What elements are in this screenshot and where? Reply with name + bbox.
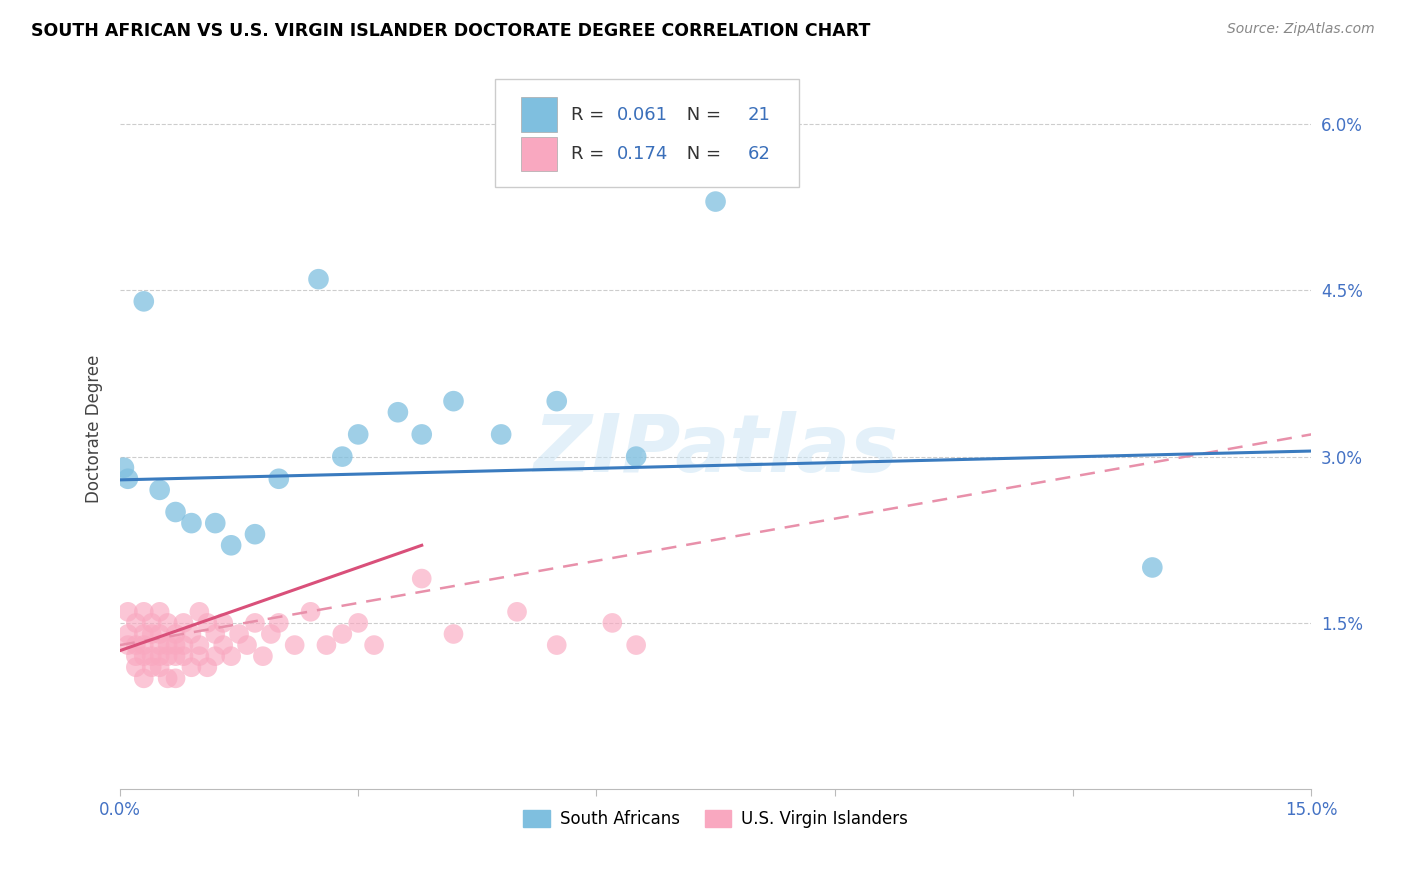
Point [125, 660, 148, 674]
Text: N =: N = [681, 145, 727, 163]
Point [204, 516, 226, 530]
Point [156, 649, 179, 664]
Point [173, 615, 195, 630]
Point [330, 627, 353, 641]
Text: 0.174: 0.174 [617, 145, 668, 163]
FancyBboxPatch shape [522, 136, 557, 171]
Point [132, 627, 155, 641]
Point [149, 660, 172, 674]
Point [195, 615, 218, 630]
Point [260, 627, 283, 641]
Text: N =: N = [681, 105, 727, 124]
Text: Source: ZipAtlas.com: Source: ZipAtlas.com [1227, 22, 1375, 37]
Point [156, 638, 179, 652]
Point [267, 615, 290, 630]
Point [132, 294, 155, 309]
Point [141, 615, 163, 630]
Point [411, 572, 433, 586]
Point [387, 405, 409, 419]
Point [443, 394, 465, 409]
Point [156, 615, 179, 630]
Point [141, 627, 163, 641]
Point [149, 605, 172, 619]
Point [299, 605, 322, 619]
Point [704, 194, 727, 209]
Text: 21: 21 [748, 105, 770, 124]
Point [173, 638, 195, 652]
Point [236, 638, 259, 652]
Point [347, 427, 370, 442]
Point [443, 627, 465, 641]
Point [132, 605, 155, 619]
Point [149, 627, 172, 641]
Point [506, 605, 529, 619]
Point [117, 605, 139, 619]
Point [602, 615, 624, 630]
Y-axis label: Doctorate Degree: Doctorate Degree [86, 355, 103, 503]
Point [117, 638, 139, 652]
Point [546, 394, 568, 409]
Text: 0.061: 0.061 [617, 105, 668, 124]
Point [149, 638, 172, 652]
Point [149, 483, 172, 497]
Point [308, 272, 330, 286]
Point [546, 638, 568, 652]
FancyBboxPatch shape [495, 79, 799, 187]
Point [125, 638, 148, 652]
Point [219, 649, 242, 664]
Point [284, 638, 307, 652]
Point [180, 627, 202, 641]
Point [117, 627, 139, 641]
Point [228, 627, 250, 641]
Point [132, 638, 155, 652]
Point [363, 638, 385, 652]
Point [125, 649, 148, 664]
Text: R =: R = [571, 105, 610, 124]
Point [165, 505, 187, 519]
Point [180, 516, 202, 530]
Point [165, 671, 187, 685]
Point [267, 472, 290, 486]
Text: 62: 62 [748, 145, 770, 163]
Point [204, 649, 226, 664]
Point [112, 460, 135, 475]
Point [132, 649, 155, 664]
Point [188, 649, 211, 664]
Text: ZIPatlas: ZIPatlas [533, 411, 898, 490]
Point [125, 615, 148, 630]
Point [165, 627, 187, 641]
Point [624, 450, 647, 464]
Point [132, 671, 155, 685]
Point [117, 472, 139, 486]
Point [149, 649, 172, 664]
Point [624, 638, 647, 652]
Point [330, 450, 353, 464]
Point [489, 427, 512, 442]
Point [347, 615, 370, 630]
Point [411, 427, 433, 442]
Point [212, 615, 235, 630]
Point [252, 649, 274, 664]
Text: R =: R = [571, 145, 610, 163]
Point [156, 671, 179, 685]
Point [243, 527, 266, 541]
Point [188, 638, 211, 652]
Point [180, 660, 202, 674]
Point [315, 638, 337, 652]
Point [141, 660, 163, 674]
Text: SOUTH AFRICAN VS U.S. VIRGIN ISLANDER DOCTORATE DEGREE CORRELATION CHART: SOUTH AFRICAN VS U.S. VIRGIN ISLANDER DO… [31, 22, 870, 40]
Point [219, 538, 242, 552]
Point [165, 638, 187, 652]
Point [243, 615, 266, 630]
Point [141, 649, 163, 664]
Point [212, 638, 235, 652]
Legend: South Africans, U.S. Virgin Islanders: South Africans, U.S. Virgin Islanders [516, 804, 915, 835]
Point [173, 649, 195, 664]
Point [1142, 560, 1164, 574]
Point [195, 660, 218, 674]
Point [188, 605, 211, 619]
FancyBboxPatch shape [522, 97, 557, 132]
Point [204, 627, 226, 641]
Point [165, 649, 187, 664]
